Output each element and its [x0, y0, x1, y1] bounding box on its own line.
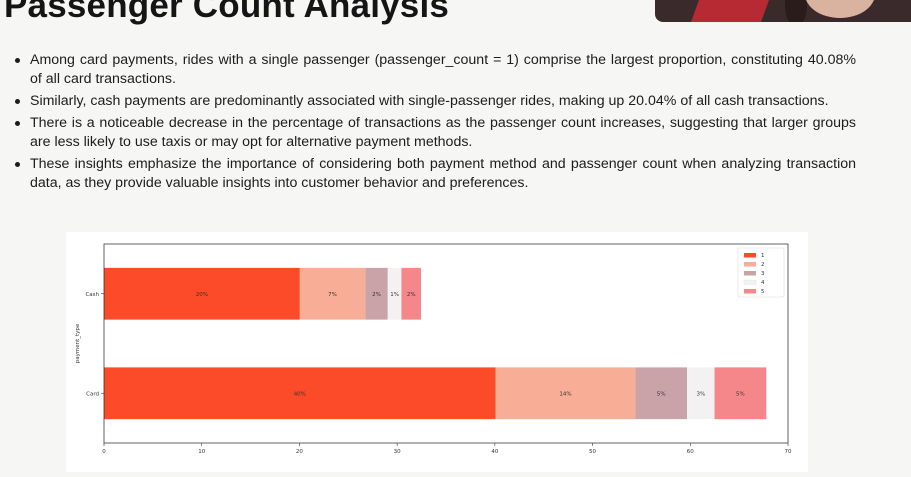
bullet-item: Similarly, cash payments are predominant…	[14, 92, 856, 111]
stacked-bar-chart: 40% 14% 5% 3% 5% Card 20% 7% 2% 1% 2% Cash 0 10 20 30 40…	[66, 232, 808, 472]
x-tick-label: 60	[687, 449, 694, 455]
data-label-cash-4: 1%	[390, 292, 399, 298]
data-label-card-5: 5%	[736, 391, 745, 397]
bar-segment-card-3	[635, 367, 688, 420]
webcam-background-shape	[690, 0, 770, 22]
legend-label-1: 1	[761, 253, 765, 259]
y-tick-label: Cash	[85, 292, 99, 298]
legend-swatch-1	[744, 253, 756, 258]
legend-label-4: 4	[761, 280, 765, 286]
legend-swatch-5	[744, 289, 756, 294]
bar-segment-cash-1	[104, 267, 300, 320]
bullet-item: Among card payments, rides with a single…	[14, 51, 856, 89]
legend-box	[737, 247, 785, 298]
bar-segment-card-1	[104, 367, 496, 420]
bullet-item: There is a noticeable decrease in the pe…	[14, 114, 856, 152]
data-label-card-4: 3%	[696, 391, 705, 397]
legend-swatch-3	[744, 271, 756, 276]
slide-title: Passenger Count Analysis	[4, 0, 450, 25]
bar-segment-cash-5	[401, 267, 421, 320]
webcam-presenter-face	[805, 0, 875, 18]
data-label-cash-5: 2%	[407, 292, 416, 298]
legend-label-5: 5	[761, 289, 765, 295]
data-label-cash-2: 7%	[328, 292, 337, 298]
data-label-card-3: 5%	[657, 391, 666, 397]
bar-segment-cash-2	[299, 267, 366, 320]
x-tick-label: 50	[589, 449, 596, 455]
data-label-cash-3: 2%	[372, 292, 381, 298]
bar-segment-cash-4	[387, 267, 402, 320]
bullet-list: Among card payments, rides with a single…	[14, 51, 856, 197]
x-tick-label: 30	[394, 449, 401, 455]
x-tick-label: 20	[296, 449, 303, 455]
data-label-cash-1: 20%	[196, 292, 208, 298]
legend-label-2: 2	[761, 262, 765, 268]
bar-segment-cash-3	[365, 267, 388, 320]
legend-swatch-2	[744, 262, 756, 267]
webcam-presenter-hair	[785, 0, 807, 22]
y-axis-label: payment_type	[75, 323, 81, 363]
plot-frame	[103, 243, 789, 444]
data-label-card-2: 14%	[559, 391, 571, 397]
y-tick-label: Card	[86, 391, 99, 397]
webcam-overlay	[655, 0, 911, 22]
legend-swatch-4	[743, 279, 757, 285]
bar-segment-card-4	[687, 367, 715, 420]
legend-label-3: 3	[761, 271, 765, 277]
x-tick-label: 0	[102, 449, 106, 455]
x-tick-label: 40	[491, 449, 498, 455]
x-tick-label: 70	[785, 449, 792, 455]
bullet-item: These insights emphasize the importance …	[14, 155, 856, 193]
data-label-card-1: 40%	[294, 391, 306, 397]
x-tick-label: 10	[198, 449, 205, 455]
bar-segment-card-5	[714, 367, 767, 420]
bar-segment-card-2	[495, 367, 636, 420]
